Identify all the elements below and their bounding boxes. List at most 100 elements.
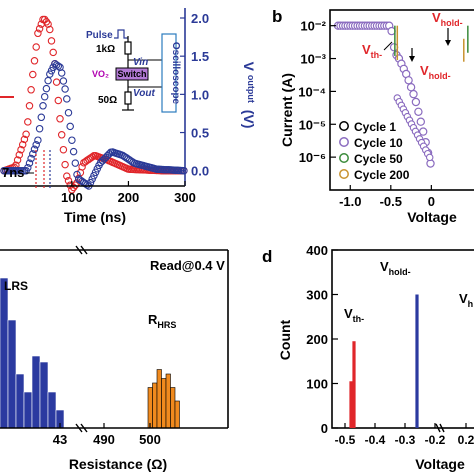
panel-b-y-tick-label: 10⁻⁴ xyxy=(298,84,326,99)
panel-a-series-2-point xyxy=(32,141,40,149)
panel-a-series-1-point xyxy=(13,156,22,164)
legend-entry: Cycle 50 xyxy=(354,152,403,166)
panel-a-series-1-point xyxy=(54,96,63,105)
panel-a-series-2-point xyxy=(27,154,35,163)
panel-c-lrs-bar xyxy=(7,319,17,429)
panel-a-series-2-point xyxy=(24,163,32,172)
panel-b-curve-point xyxy=(416,117,425,126)
panel-d-y-label: Count xyxy=(277,319,293,360)
panel-a-series-1-point xyxy=(27,86,35,94)
panel-a-series-1-point xyxy=(18,140,27,149)
panel-b-legend: Cycle 1 Cycle 10 Cycle 50 Cycle 200 xyxy=(339,120,410,182)
panel-a-ylabel-sub: output xyxy=(246,75,256,103)
panel-b-y-tick-label: 10⁻⁶ xyxy=(299,150,326,165)
panel-a-series-2-point xyxy=(91,168,100,177)
panel-d-x-tick-label: -0.5 xyxy=(335,433,356,447)
annot-vhold-1: Vhold- xyxy=(420,63,451,81)
panel-d-axis-break-icon xyxy=(435,423,445,433)
panel-a-series-2-point xyxy=(29,150,37,158)
panel-d-y-tick-label: 0 xyxy=(321,421,328,436)
panel-a-series-2-point xyxy=(69,147,78,156)
panel-b-y-tick-label: 10⁻² xyxy=(300,19,326,34)
legend-entry: Cycle 1 xyxy=(354,120,396,134)
legend-entry: Cycle 200 xyxy=(354,168,410,182)
panel-c-hrs-bar xyxy=(165,373,171,429)
legend-entry: Cycle 10 xyxy=(354,136,403,150)
panel-a-series-2-point xyxy=(66,122,74,131)
panel-a-series-1-point xyxy=(78,163,86,171)
panel-b-curve-point xyxy=(409,89,418,99)
panel-d-x-tick-label: -0.2 xyxy=(425,433,446,447)
panel-a-series-2-point xyxy=(35,124,44,133)
panel-b-x-ticks: -1.0 -0.5 0 xyxy=(339,185,435,209)
panel-a-series-1-point xyxy=(47,37,56,45)
circuit-vin-label: Vin xyxy=(133,57,148,68)
panel-a-series-1-point xyxy=(49,48,57,57)
panel-a-right-tick-label: 0.5 xyxy=(191,126,209,141)
panel-a-series-2-point xyxy=(71,159,80,167)
panel-a-series-1-point xyxy=(15,151,24,159)
panel-c-read-label: Read@0.4 V xyxy=(150,258,225,273)
panel-a-series-1-point xyxy=(20,135,29,144)
svg-text:V output (V): V output (V) xyxy=(241,62,261,129)
panel-a-series-1-point xyxy=(22,130,30,139)
panel-a-x-tick-label: 300 xyxy=(174,190,196,205)
panel-d-vh-label: Vh xyxy=(459,291,473,309)
panel-a-series-2-point xyxy=(34,136,42,144)
panel-b-curves xyxy=(333,21,469,168)
panel-d-label: d xyxy=(262,247,272,266)
panel-c-lrs-bar xyxy=(0,277,9,429)
circuit-r2-label: 50Ω xyxy=(98,95,117,106)
panel-d-y-tick-label: 400 xyxy=(306,243,328,258)
panel-b-curve-point xyxy=(414,107,423,117)
panel-a-series-2-point xyxy=(68,136,76,144)
circuit-pulse-label: Pulse xyxy=(86,30,113,41)
panel-b-x-tick-label: 0 xyxy=(428,194,435,209)
resistor-1-icon xyxy=(124,41,132,55)
panel-c-x-tick-label: 490 xyxy=(93,432,115,447)
annot-down-arrow-head-icon xyxy=(409,56,415,62)
legend-marker-icon xyxy=(339,121,349,131)
panel-a-series-1-point xyxy=(63,172,71,180)
circuit-scope-label: Oscilloscope xyxy=(170,42,181,105)
panel-c-hrs-bar xyxy=(147,387,153,429)
panel-c-x-tick-label: 43 xyxy=(53,432,67,447)
panel-d: d 0 100 200 300 400 -0.5 -0.4 -0.3 -0.2 0.2 Coun… xyxy=(262,243,474,472)
panel-b-curve-point xyxy=(411,97,421,107)
panel-a-series-1-point xyxy=(46,25,54,34)
panel-c-lrs-label: LRS xyxy=(4,279,28,293)
panel-d-x-tick-label: -0.4 xyxy=(365,433,386,447)
panel-a-series-1-point xyxy=(32,43,40,51)
panel-d-y-ticks: 0 100 200 300 400 xyxy=(306,243,338,436)
panel-c-x-tick-label: 500 xyxy=(139,432,161,447)
panel-a-series-2-point xyxy=(44,76,52,85)
panel-a-series-2-point xyxy=(39,102,47,110)
panel-c-hrs-bar xyxy=(170,387,176,429)
annot-vth: Vth- xyxy=(362,42,382,60)
panel-a-series-1-point xyxy=(30,57,39,65)
panel-b-curve-point xyxy=(406,82,416,92)
oscilloscope-box xyxy=(161,33,177,113)
panel-c-x-ticks: 43 490 500 xyxy=(53,423,161,447)
annot-vhold-2: Vhold- xyxy=(432,10,463,28)
panel-d-y-tick-label: 100 xyxy=(306,377,328,392)
panel-a-series-1-point xyxy=(34,29,42,38)
panel-a-series-1-point xyxy=(42,18,51,26)
panel-d-bar xyxy=(415,294,419,428)
panel-c-hrs-label: RHRS xyxy=(148,312,176,330)
panel-c-hrs-bar xyxy=(152,382,158,429)
panel-c-lrs-bar xyxy=(15,373,25,429)
panel-d-y-tick-label: 300 xyxy=(306,288,328,303)
panel-b-frame xyxy=(329,9,474,191)
panel-a-curves xyxy=(0,15,188,194)
panel-b-y-label: Current (A) xyxy=(279,73,295,147)
panel-a-x-tick-label: 200 xyxy=(118,190,140,205)
panel-a-series-1-point xyxy=(25,102,34,110)
panel-a-right-tick-label: 2.0 xyxy=(191,11,209,26)
panel-d-y-tick-label: 200 xyxy=(306,332,328,347)
panel-b-curve-point xyxy=(419,127,428,136)
panel-a-right-tick-label: 0.0 xyxy=(191,164,209,179)
panel-a-series-1-point xyxy=(35,24,44,33)
circuit-inset: Pulse 1kΩ Vin Switch VO₂ 50Ω Vout Oscill… xyxy=(86,29,181,113)
panel-b-label: b xyxy=(272,7,282,26)
